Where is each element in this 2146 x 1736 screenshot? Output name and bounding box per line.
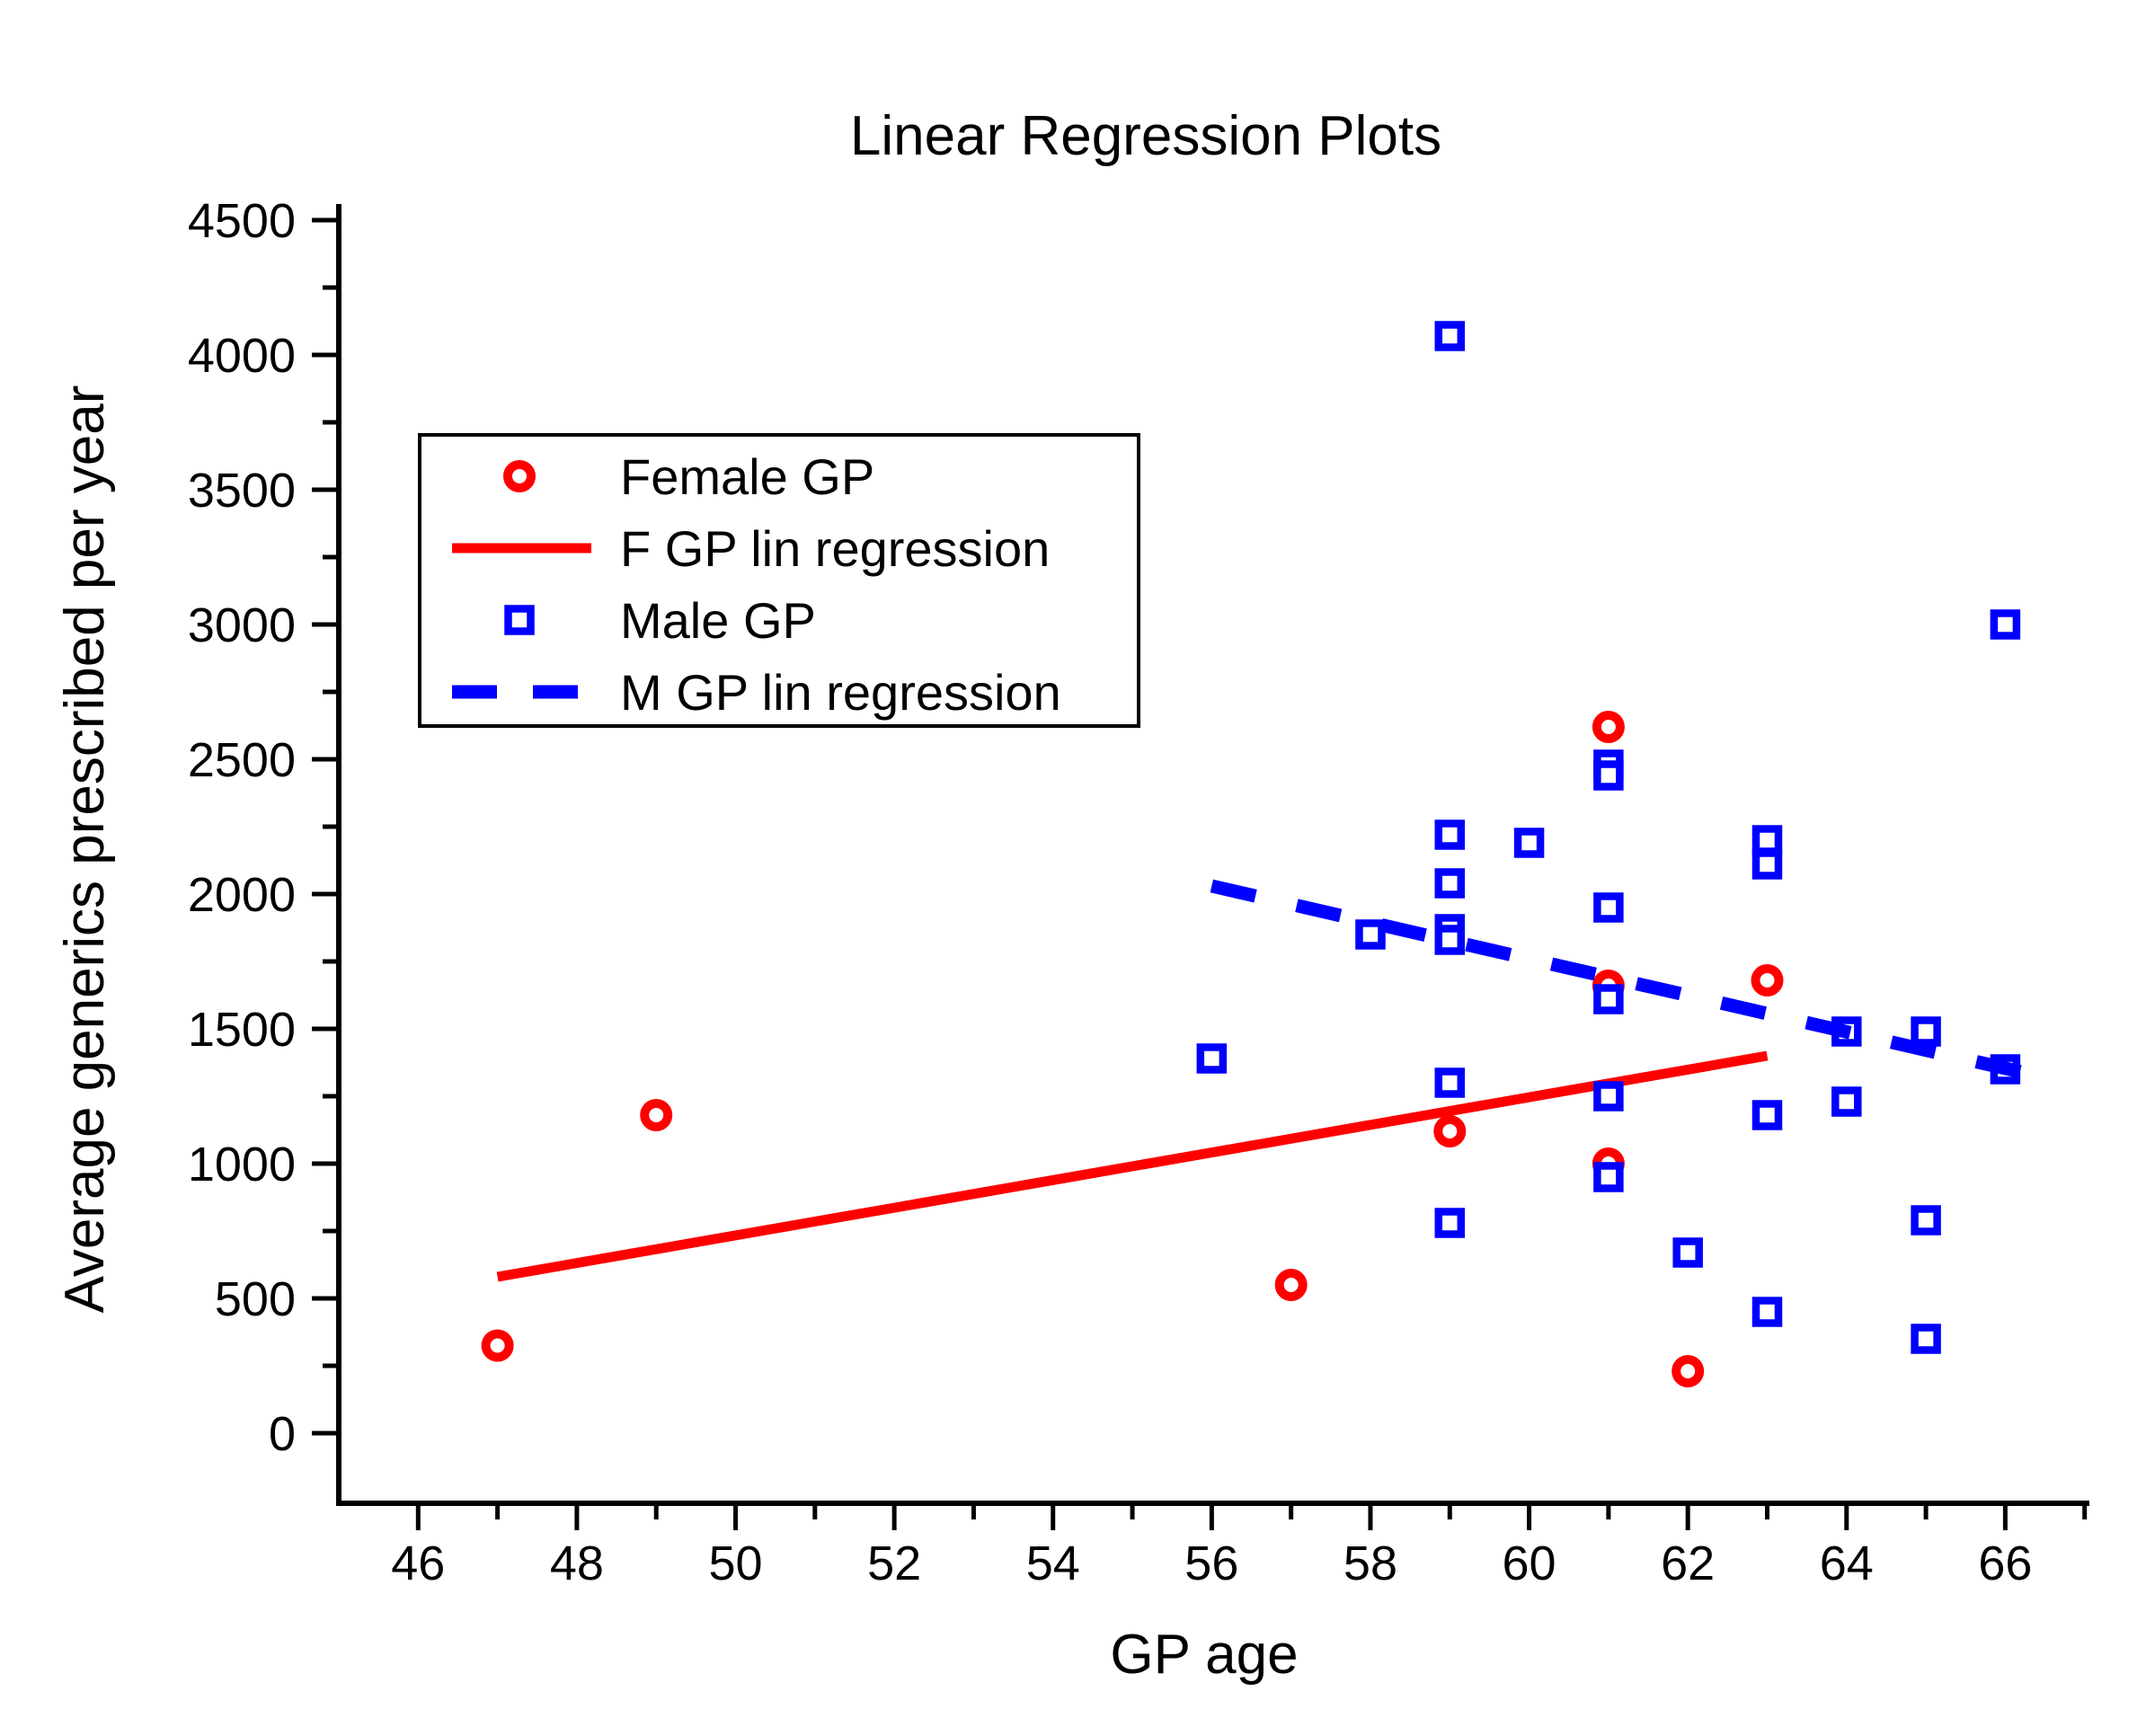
male-gp-point [1990, 609, 2021, 640]
male-gp-point [1196, 1043, 1228, 1074]
y-tick-label: 2500 [188, 733, 296, 787]
male-gp-point [1911, 1016, 1941, 1047]
y-tick-label: 500 [215, 1272, 296, 1326]
male-gp-point [1593, 892, 1624, 923]
male-gp-point [1672, 1237, 1703, 1268]
legend-circle-marker-icon [503, 460, 536, 492]
male-gp-point [1831, 1086, 1862, 1117]
y-tick-label: 1000 [188, 1138, 296, 1191]
x-tick-label: 52 [867, 1537, 921, 1590]
female-gp-point [1672, 1355, 1705, 1387]
male-gp-point [1911, 1324, 1941, 1354]
female-gp-point [1433, 1115, 1467, 1147]
x-tick-label: 64 [1820, 1537, 1874, 1590]
male-gp-point [1434, 1208, 1466, 1238]
legend-frame [418, 433, 1140, 728]
x-tick-label: 50 [708, 1537, 762, 1590]
legend-entry: Male GP [504, 592, 816, 649]
x-tick-label: 60 [1503, 1537, 1556, 1590]
male-gp-point [1751, 1100, 1783, 1130]
x-tick-label: 54 [1026, 1537, 1080, 1590]
legend-square-marker-icon [504, 605, 535, 635]
male-gp-point [1751, 849, 1783, 880]
male-gp-point [1434, 819, 1466, 850]
y-tick-label: 3500 [188, 464, 296, 518]
legend-entry: M GP lin regression [452, 664, 1061, 721]
legend-box: Female GP F GP lin regression Male GP M GP … [418, 433, 1140, 728]
x-tick-label: 66 [1978, 1537, 2032, 1590]
x-tick-label: 62 [1661, 1537, 1715, 1590]
male-gp-point [1355, 919, 1386, 950]
data-layer [481, 321, 2023, 1387]
male-gp-point [1751, 825, 1783, 855]
x-tick-label: 46 [391, 1537, 445, 1590]
chart-title: Linear Regression Plots [850, 105, 1441, 167]
male-gp-point [1593, 984, 1624, 1014]
male-gp-point [1593, 1081, 1624, 1112]
male-gp-point [1593, 760, 1624, 791]
x-tick-label: 56 [1184, 1537, 1238, 1590]
female-gp-point [1592, 711, 1625, 743]
legend-entry-label: M GP lin regression [620, 664, 1061, 721]
y-axis-title: Average generics prescribed per year [54, 385, 116, 1314]
axes-layer: 46 48 50 52 54 56 58 60 62 64 66 0 500 1000 1500 2000 25… [188, 194, 2089, 1590]
female-gp-points [481, 711, 1784, 1387]
y-tick-label: 2000 [188, 868, 296, 922]
y-tick-label: 4500 [188, 194, 296, 248]
female-gp-point [640, 1099, 673, 1131]
female-gp-point [1274, 1269, 1308, 1301]
legend-entry-label: Male GP [620, 592, 816, 649]
legend-entry-label: Female GP [620, 448, 874, 505]
y-tick-label: 1500 [188, 1003, 296, 1057]
male-gp-point [1751, 1297, 1783, 1327]
male-gp-point [1434, 1067, 1466, 1098]
y-tick-label: 4000 [188, 329, 296, 383]
f-gp-lin-regression-line [496, 1050, 1769, 1282]
y-tick-label: 3000 [188, 598, 296, 652]
legend-entry: F GP lin regression [452, 520, 1050, 577]
male-gp-point [1911, 1205, 1941, 1236]
y-tick-label: 0 [269, 1407, 296, 1461]
male-gp-points [1196, 321, 2021, 1354]
female-gp-point [1751, 964, 1784, 996]
male-gp-point [1593, 1162, 1624, 1192]
legend-entry: Female GP [503, 448, 874, 505]
female-gp-point [481, 1329, 514, 1362]
x-tick-label: 58 [1343, 1537, 1397, 1590]
male-gp-point [1434, 868, 1466, 899]
x-tick-label: 48 [550, 1537, 604, 1590]
male-gp-point [1434, 321, 1466, 351]
x-axis-title: GP age [1110, 1624, 1298, 1686]
male-gp-point [1513, 828, 1545, 858]
legend-entry-label: F GP lin regression [620, 520, 1050, 577]
male-gp-point [1434, 925, 1466, 955]
